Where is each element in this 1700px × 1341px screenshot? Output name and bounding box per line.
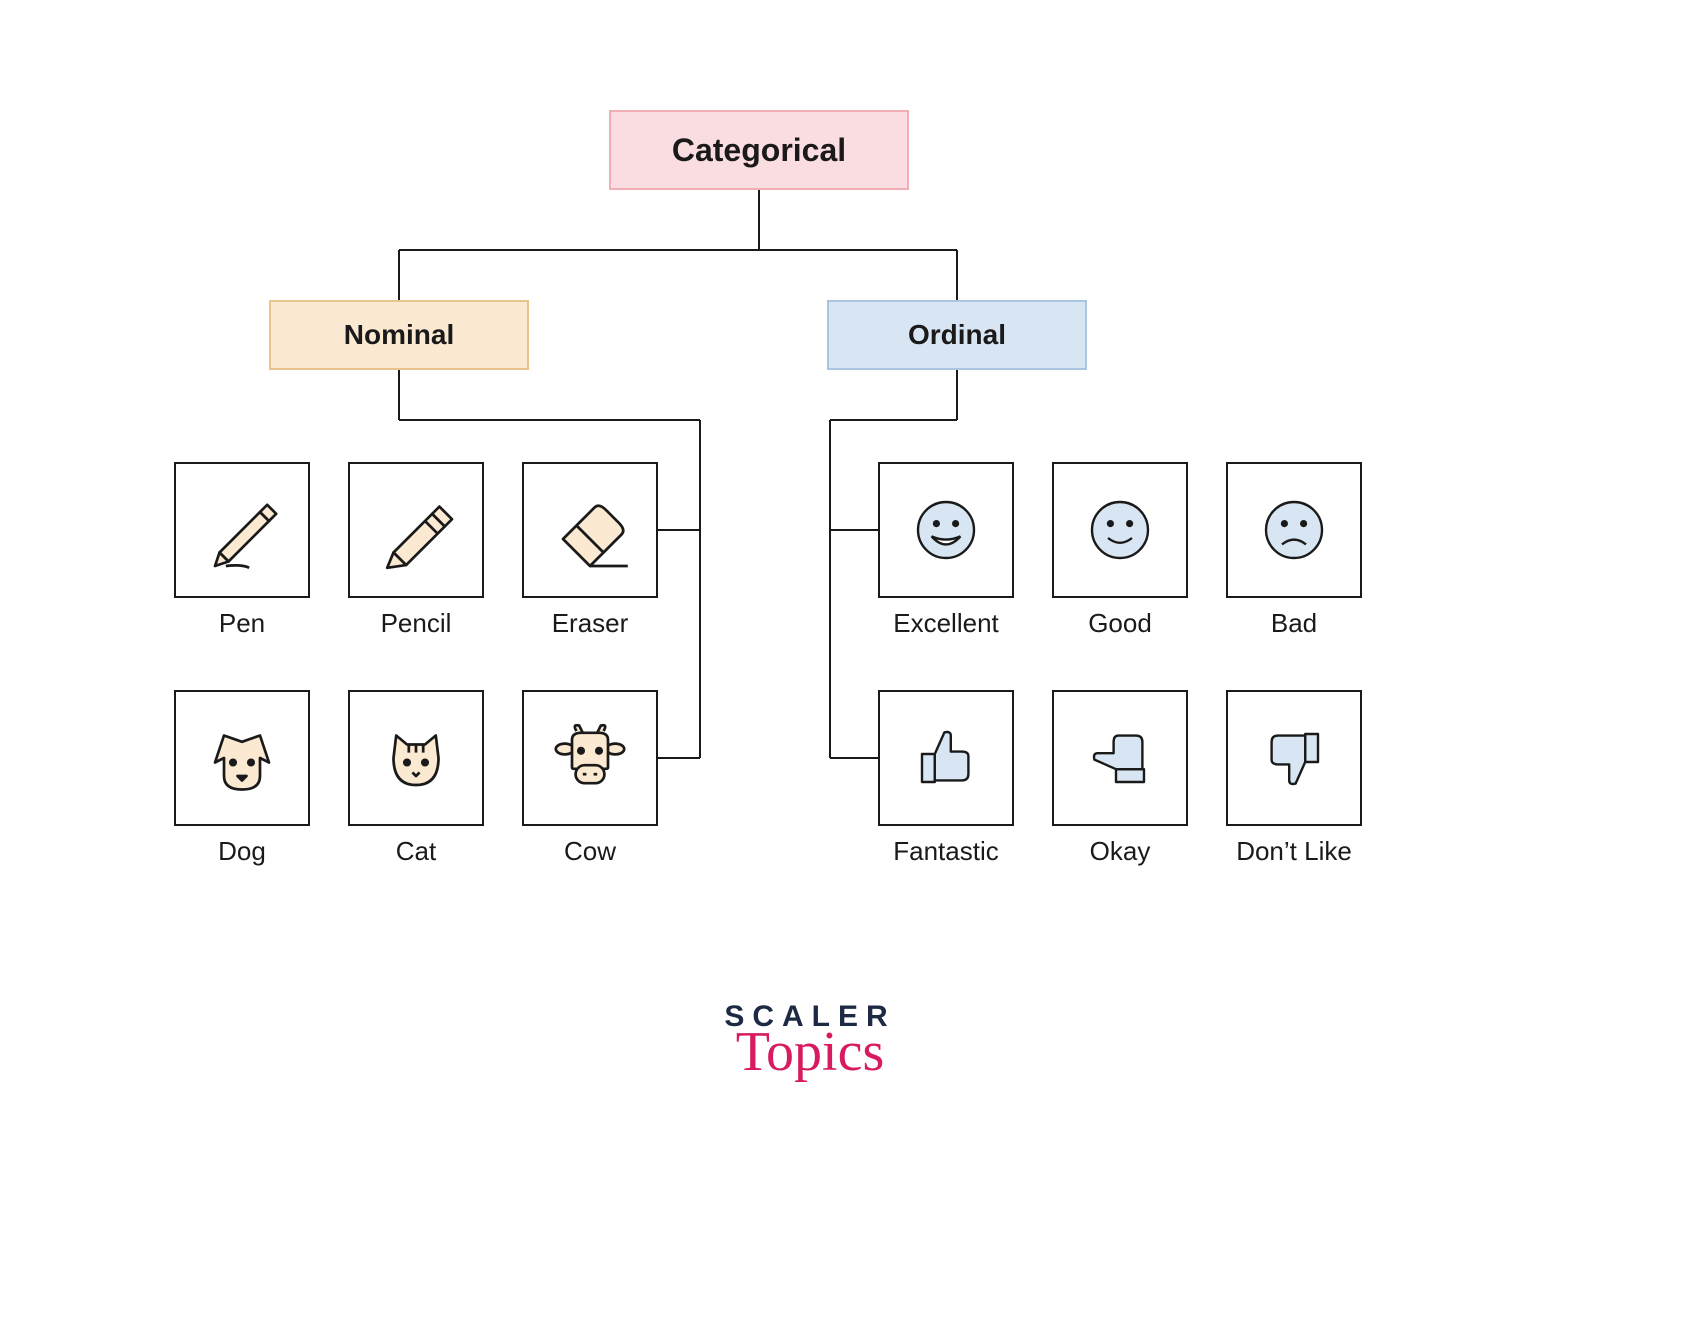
- dog-icon: [197, 713, 287, 803]
- leaf-pen-label: Pen: [174, 608, 310, 639]
- leaf-cat-label: Cat: [348, 836, 484, 867]
- diagram-canvas: Categorical Nominal Ordinal Pen: [0, 0, 1700, 1341]
- leaf-dontlike-label: Don’t Like: [1226, 836, 1362, 867]
- eraser-icon: [545, 485, 635, 575]
- thumb-up-icon: [906, 718, 986, 798]
- thumb-side-icon: [1080, 718, 1160, 798]
- leaf-excellent: [878, 462, 1014, 598]
- leaf-pencil: [348, 462, 484, 598]
- cat-icon: [371, 713, 461, 803]
- pencil-icon: [371, 485, 461, 575]
- leaf-dog-label: Dog: [174, 836, 310, 867]
- branch-ordinal: Ordinal: [827, 300, 1087, 370]
- leaf-fantastic: [878, 690, 1014, 826]
- smile-big-icon: [906, 490, 986, 570]
- leaf-okay-label: Okay: [1052, 836, 1188, 867]
- leaf-cat: [348, 690, 484, 826]
- leaf-eraser-label: Eraser: [522, 608, 658, 639]
- cow-icon: [545, 713, 635, 803]
- branch-nominal-label: Nominal: [344, 319, 454, 351]
- leaf-fantastic-label: Fantastic: [878, 836, 1014, 867]
- thumb-down-icon: [1254, 718, 1334, 798]
- scaler-topics-logo: SCALER Topics: [700, 1000, 920, 1084]
- leaf-pencil-label: Pencil: [348, 608, 484, 639]
- pen-icon: [197, 485, 287, 575]
- frown-icon: [1254, 490, 1334, 570]
- leaf-dog: [174, 690, 310, 826]
- root-node: Categorical: [609, 110, 909, 190]
- leaf-cow: [522, 690, 658, 826]
- branch-nominal: Nominal: [269, 300, 529, 370]
- smile-icon: [1080, 490, 1160, 570]
- leaf-okay: [1052, 690, 1188, 826]
- leaf-excellent-label: Excellent: [878, 608, 1014, 639]
- leaf-cow-label: Cow: [522, 836, 658, 867]
- leaf-good: [1052, 462, 1188, 598]
- connector-lines: [0, 0, 1700, 1341]
- root-label: Categorical: [672, 132, 846, 169]
- leaf-bad: [1226, 462, 1362, 598]
- leaf-bad-label: Bad: [1226, 608, 1362, 639]
- leaf-good-label: Good: [1052, 608, 1188, 639]
- leaf-pen: [174, 462, 310, 598]
- leaf-eraser: [522, 462, 658, 598]
- branch-ordinal-label: Ordinal: [908, 319, 1006, 351]
- leaf-dontlike: [1226, 690, 1362, 826]
